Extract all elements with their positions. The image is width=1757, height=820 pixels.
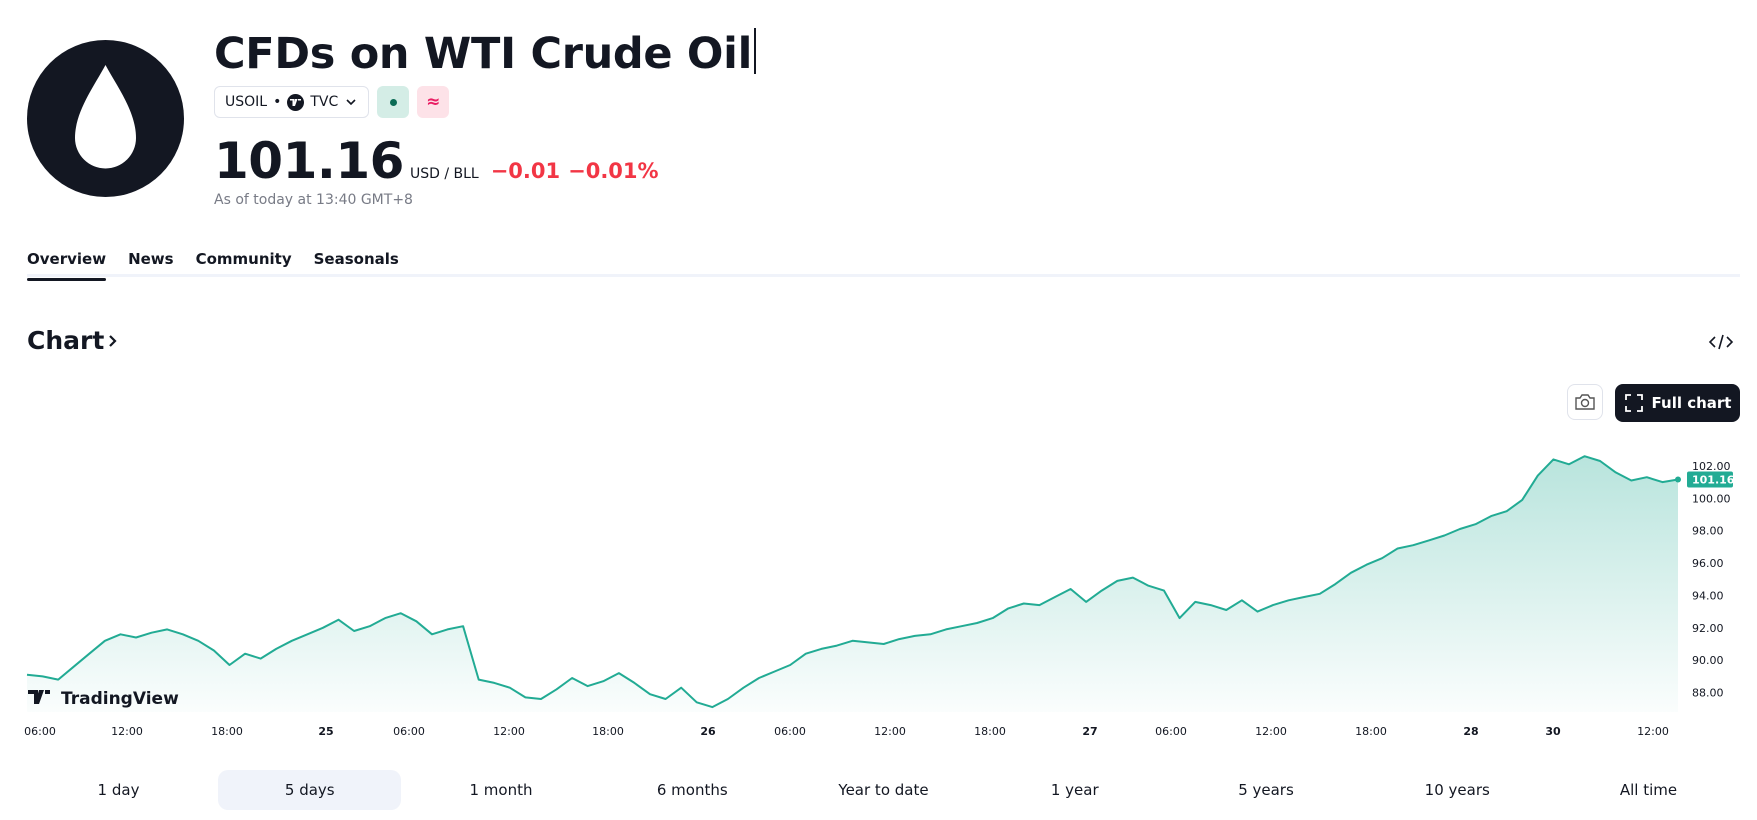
x-tick-label: 12:00 [874, 725, 906, 738]
chevron-right-icon [109, 334, 117, 347]
tabs-divider [27, 274, 1740, 277]
last-price-tag [1687, 471, 1733, 488]
tab-community[interactable]: Community [195, 250, 292, 268]
x-tick-label: 06:00 [774, 725, 806, 738]
range-all-time[interactable]: All time [1619, 781, 1678, 799]
range-6-months[interactable]: 6 months [656, 781, 728, 799]
camera-icon [1575, 394, 1595, 410]
tab-overview[interactable]: Overview [27, 248, 107, 281]
range-1-year[interactable]: 1 year [1050, 781, 1099, 799]
snapshot-button[interactable] [1567, 384, 1603, 420]
last-price-tag-label: 101.16 [1692, 474, 1735, 487]
symbol-selector[interactable]: USOIL • TVC [214, 86, 370, 118]
title-text: CFDs on WTI Crude Oil [214, 29, 753, 79]
section-tabs: Overview News Community Seasonals [27, 248, 421, 281]
chevron-down-icon [346, 99, 356, 106]
x-tick-label: 12:00 [1255, 725, 1287, 738]
tradingview-watermark[interactable]: TradingView [28, 689, 179, 709]
chart-section-title: Chart [27, 326, 105, 355]
x-tick-label: 18:00 [592, 725, 624, 738]
x-tick-label: 28 [1463, 725, 1478, 738]
last-price: 101.16 [214, 132, 404, 190]
as-of-time: As of today at 13:40 GMT+8 [214, 192, 413, 208]
price-chart-svg[interactable]: 102.00 100.00 98.00 96.00 94.00 92.00 90.00 88.… [0, 440, 1757, 750]
full-chart-label: Full chart [1651, 394, 1732, 412]
market-open-dot-icon [389, 98, 397, 106]
symbol-label: USOIL [225, 94, 268, 110]
symbol-row: USOIL • TVC ≈ [214, 86, 450, 118]
range-selector: 1 day 5 days 1 month 6 months Year to da… [27, 770, 1740, 810]
price-change-percent: −0.01% [568, 159, 659, 183]
tab-news[interactable]: News [128, 250, 174, 268]
x-tick-label: 06:00 [1155, 725, 1187, 738]
range-5-days[interactable]: 5 days [218, 770, 402, 810]
y-tick-label: 102.00 [1692, 460, 1731, 473]
x-tick-label: 27 [1082, 725, 1097, 738]
text-cursor [754, 28, 757, 74]
page-title: CFDs on WTI Crude Oil [214, 26, 757, 82]
y-tick-label: 94.00 [1692, 589, 1724, 602]
approx-icon: ≈ [426, 92, 441, 112]
price-change: −0.01 [490, 159, 561, 183]
price-row: 101.16 USD / BLL −0.01 −0.01% [214, 132, 659, 190]
y-tick-label: 100.00 [1692, 492, 1731, 505]
x-tick-label: 26 [700, 725, 716, 738]
price-line [26, 455, 1679, 709]
chart-section-link[interactable]: Chart [27, 326, 120, 355]
tradingview-logo-icon [28, 690, 50, 704]
x-tick-label: 18:00 [1355, 725, 1387, 738]
approx-data-badge[interactable]: ≈ [417, 86, 450, 118]
tab-seasonals[interactable]: Seasonals [313, 250, 399, 268]
tvc-logo-icon [287, 93, 305, 111]
oil-drop-logo [27, 40, 184, 197]
x-tick-label: 30 [1545, 725, 1561, 738]
embed-code-button[interactable] [1708, 331, 1734, 353]
last-price-point [1675, 476, 1681, 483]
range-1-month[interactable]: 1 month [469, 781, 533, 799]
x-tick-label: 18:00 [974, 725, 1006, 738]
y-tick-label: 98.00 [1692, 525, 1724, 538]
tradingview-brand-text: TradingView [61, 689, 179, 709]
x-tick-label: 25 [318, 725, 333, 738]
price-area-fill [27, 456, 1678, 712]
range-5-years[interactable]: 5 years [1238, 781, 1294, 799]
market-open-status[interactable] [377, 86, 410, 118]
y-tick-label: 92.00 [1692, 622, 1724, 635]
x-tick-label: 12:00 [1637, 725, 1669, 738]
code-embed-icon [1708, 334, 1734, 350]
oil-drop-icon [75, 65, 136, 169]
x-tick-label: 06:00 [393, 725, 425, 738]
expand-icon [1624, 394, 1643, 412]
x-tick-label: 18:00 [211, 725, 243, 738]
range-year-to-date[interactable]: Year to date [838, 781, 929, 799]
y-tick-label: 96.00 [1692, 557, 1724, 570]
x-tick-label: 12:00 [493, 725, 525, 738]
range-1-day[interactable]: 1 day [97, 781, 140, 799]
separator-dot: • [273, 94, 282, 110]
y-tick-label: 88.00 [1692, 687, 1724, 700]
price-chart[interactable]: 102.00 100.00 98.00 96.00 94.00 92.00 90.00 88.… [0, 440, 1757, 750]
range-10-years[interactable]: 10 years [1424, 781, 1490, 799]
exchange-label: TVC [310, 94, 339, 110]
x-tick-label: 06:00 [24, 725, 56, 738]
y-tick-label: 90.00 [1692, 654, 1724, 667]
full-chart-button[interactable]: Full chart [1615, 384, 1740, 422]
price-unit: USD / BLL [409, 166, 479, 182]
x-tick-label: 12:00 [111, 725, 143, 738]
